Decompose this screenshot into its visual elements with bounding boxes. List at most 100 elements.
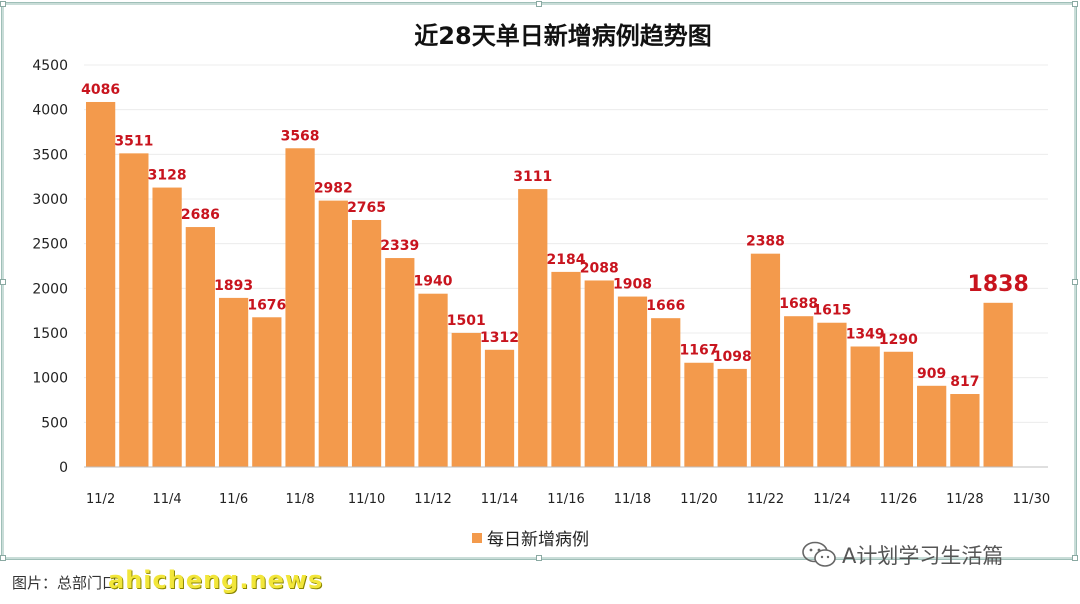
- data-label: 1908: [613, 277, 652, 293]
- y-tick-label: 2500: [32, 237, 68, 253]
- legend-swatch: [472, 533, 482, 543]
- resize-handle-middle-left[interactable]: [0, 279, 6, 285]
- resize-handle-top-center[interactable]: [536, 1, 542, 7]
- data-label: 909: [917, 366, 946, 382]
- data-label: 2184: [547, 252, 586, 268]
- data-label: 3511: [114, 133, 153, 149]
- bar: [418, 293, 448, 467]
- bar: [883, 351, 914, 467]
- data-label: 2686: [181, 207, 220, 223]
- bar: [917, 385, 947, 467]
- bar: [119, 153, 149, 468]
- data-label: 1098: [713, 349, 752, 365]
- x-axis-ticks: 11/2 11/4 11/6 11/8 11/10 11/12 11/14 11/16 11/1…: [86, 492, 1050, 507]
- data-label: 3568: [281, 128, 320, 144]
- y-tick-label: 1500: [32, 326, 68, 342]
- x-tick-label: 11/4: [153, 492, 182, 507]
- x-tick-label: 11/16: [547, 492, 584, 507]
- data-label: 1290: [879, 332, 918, 348]
- data-label: 2388: [746, 234, 785, 250]
- y-tick-label: 500: [41, 415, 68, 431]
- bars: [85, 101, 1013, 468]
- legend-label: 每日新增病例: [487, 530, 589, 550]
- bar: [850, 346, 880, 467]
- x-tick-label: 11/18: [614, 492, 651, 507]
- data-label: 1312: [480, 330, 519, 346]
- bar: [484, 349, 515, 467]
- x-tick-label: 11/20: [680, 492, 717, 507]
- resize-handle-bottom-right[interactable]: [1072, 555, 1078, 561]
- data-label: 1615: [812, 303, 851, 319]
- data-label: 1666: [646, 298, 685, 314]
- x-tick-label: 11/6: [219, 492, 248, 507]
- wechat-account-name: A计划学习生活篇: [842, 544, 1004, 568]
- y-tick-label: 4000: [32, 103, 68, 119]
- x-tick-label: 11/24: [813, 492, 850, 507]
- x-tick-label: 11/30: [1013, 492, 1050, 507]
- data-label: 1838: [968, 272, 1029, 297]
- bar: [551, 271, 581, 467]
- chart-title: 近28天单日新增病例趋势图: [414, 22, 711, 50]
- bar: [983, 302, 1013, 467]
- resize-handle-top-right[interactable]: [1072, 1, 1078, 7]
- y-tick-label: 4500: [32, 58, 68, 74]
- bar: [717, 368, 747, 467]
- x-tick-label: 11/22: [747, 492, 784, 507]
- bar: [185, 227, 215, 467]
- legend: 每日新增病例: [472, 530, 589, 550]
- resize-handle-middle-right[interactable]: [1072, 279, 1078, 285]
- bar: [684, 362, 714, 467]
- y-tick-label: 3000: [32, 192, 68, 208]
- bar: [285, 148, 315, 467]
- bar: [85, 101, 116, 467]
- data-label: 2339: [380, 238, 419, 254]
- y-tick-label: 0: [59, 460, 68, 476]
- bar: [451, 332, 481, 467]
- x-tick-label: 11/10: [348, 492, 385, 507]
- data-label: 2982: [314, 181, 353, 197]
- wechat-icon: [802, 541, 836, 567]
- y-tick-label: 2000: [32, 281, 68, 297]
- data-label: 1676: [247, 297, 286, 313]
- data-label: 4086: [81, 82, 120, 98]
- data-label: 3111: [513, 169, 552, 185]
- x-tick-label: 11/2: [86, 492, 115, 507]
- resize-handle-top-left[interactable]: [0, 1, 6, 7]
- wechat-account-badge: A计划学习生活篇: [800, 538, 1003, 572]
- bar: [584, 280, 614, 467]
- resize-handle-bottom-left[interactable]: [0, 555, 6, 561]
- data-labels: 4086 3511 3128 2686 1893 1676 3568 2982 2765 2339…: [81, 82, 1029, 390]
- data-label: 1893: [214, 278, 253, 294]
- x-tick-label: 11/12: [414, 492, 451, 507]
- data-label: 1349: [846, 326, 885, 342]
- resize-handle-bottom-center[interactable]: [536, 555, 542, 561]
- data-label: 1167: [679, 343, 718, 359]
- bar: [617, 296, 648, 467]
- data-label: 3128: [148, 168, 187, 184]
- x-tick-label: 11/8: [285, 492, 314, 507]
- data-label: 1688: [779, 296, 818, 312]
- data-label: 1501: [447, 313, 486, 329]
- data-label: 2765: [347, 200, 386, 216]
- bar: [817, 322, 847, 467]
- bar: [385, 258, 415, 467]
- bar: [252, 317, 282, 467]
- bar: [218, 297, 249, 467]
- y-tick-label: 1000: [32, 371, 68, 387]
- bar: [651, 318, 681, 467]
- bar: [750, 253, 781, 467]
- image-source-label: 图片：总部门口: [12, 574, 118, 592]
- data-label: 1940: [414, 274, 453, 290]
- y-tick-label: 3500: [32, 147, 68, 163]
- bar-chart: 近28天单日新增病例趋势图 0 500 1000 1500 2000 2500 3000 35…: [32, 22, 1050, 550]
- watermark-text: ahicheng.news: [108, 566, 324, 594]
- bar: [950, 394, 980, 467]
- x-tick-label: 11/28: [946, 492, 983, 507]
- data-label: 2088: [580, 260, 619, 276]
- bar: [318, 200, 348, 467]
- bar: [784, 316, 814, 467]
- x-tick-label: 11/26: [880, 492, 917, 507]
- bar: [351, 219, 382, 467]
- y-axis-ticks: 0 500 1000 1500 2000 2500 3000 3500 4000 4500: [32, 58, 68, 476]
- bar: [152, 187, 182, 467]
